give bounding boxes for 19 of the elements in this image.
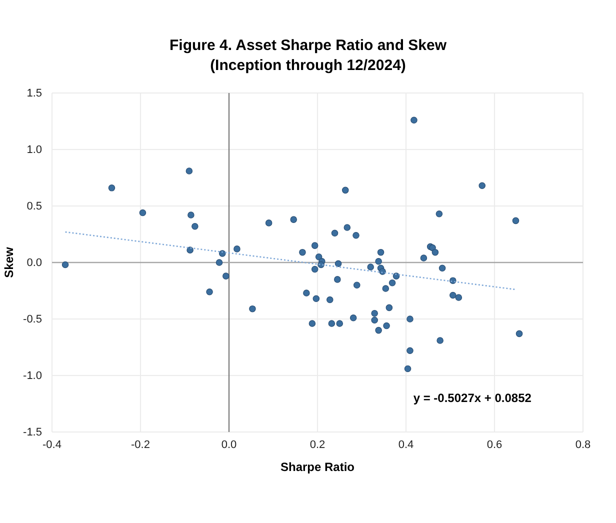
chart-subtitle: (Inception through 12/2024) (210, 57, 406, 74)
y-tick-label: -1.0 (23, 370, 42, 382)
y-tick-label: -1.5 (23, 426, 42, 439)
x-tick-label: 0.4 (398, 438, 414, 451)
x-tick-label: 0.2 (310, 438, 326, 451)
x-axis-title: Sharpe Ratio (280, 460, 355, 474)
y-tick-label: -0.5 (23, 314, 42, 326)
x-tick-label: 0.0 (221, 438, 237, 451)
x-tick-label: -0.4 (42, 438, 62, 451)
y-tick-label: 1.0 (26, 144, 42, 156)
annotation: y = -0.5027x + 0.0852 (413, 391, 532, 406)
x-tick-label: -0.2 (131, 438, 150, 451)
y-tick-label: 0.0 (26, 257, 42, 270)
y-tick-label: 1.5 (26, 88, 42, 100)
x-tick-label: 0.6 (486, 438, 502, 451)
chart-title: Figure 4. Asset Sharpe Ratio and Skew (169, 37, 447, 54)
y-axis-title: Skew (2, 246, 16, 278)
y-tick-label: 0.5 (26, 200, 42, 213)
x-tick-label: 0.8 (575, 438, 591, 451)
